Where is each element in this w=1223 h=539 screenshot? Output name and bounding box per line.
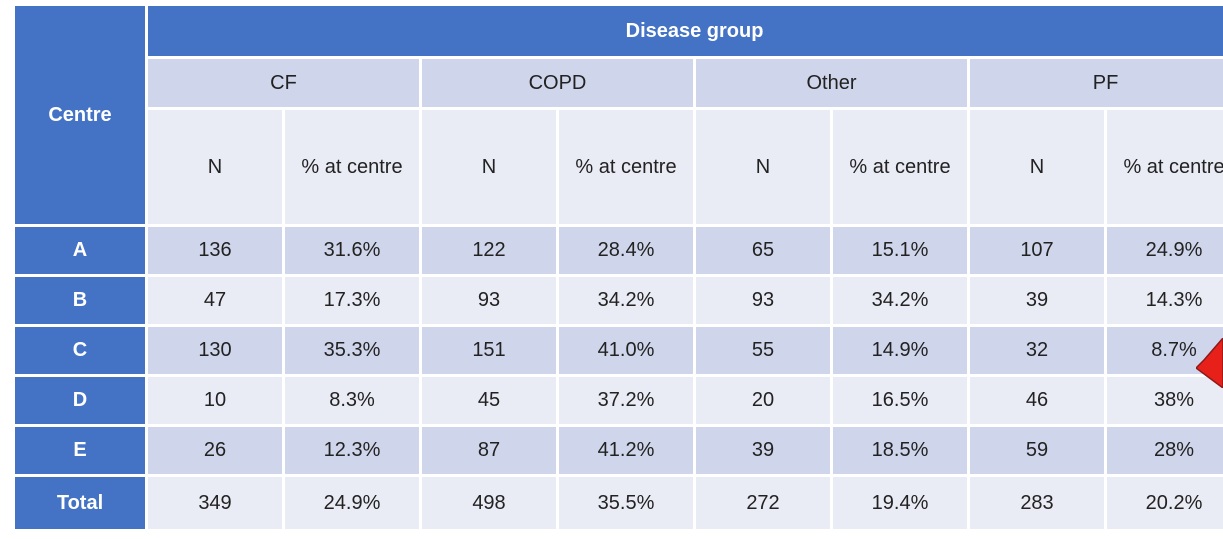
cell: 26 <box>148 427 282 474</box>
table-body: A 136 31.6% 122 28.4% 65 15.1% 107 24.9% B 47 17.3%… <box>15 227 1223 529</box>
row-label: Total <box>15 477 145 529</box>
cell: 18.5% <box>833 427 967 474</box>
table-row: Total 349 24.9% 498 35.5% 272 19.4% 283 20.2% <box>15 477 1223 529</box>
cell: 32 <box>970 327 1104 374</box>
cell: 14.3% <box>1107 277 1223 324</box>
row-label: C <box>15 327 145 374</box>
cell: 24.9% <box>285 477 419 529</box>
table: Centre Disease group CF COPD Other PF N% at… <box>12 3 1223 532</box>
table-row: A 136 31.6% 122 28.4% 65 15.1% 107 24.9% <box>15 227 1223 274</box>
red-arrow <box>1196 338 1223 388</box>
cell: 122 <box>422 227 556 274</box>
cell: 136 <box>148 227 282 274</box>
column-group: COPD <box>422 59 693 107</box>
cell: 20 <box>696 377 830 424</box>
table-head: Centre Disease group CF COPD Other PF N% at… <box>15 6 1223 224</box>
sub-header: N <box>148 110 282 224</box>
cell: 272 <box>696 477 830 529</box>
cell: 45 <box>422 377 556 424</box>
cell: 24.9% <box>1107 227 1223 274</box>
cell: 17.3% <box>285 277 419 324</box>
row-label: B <box>15 277 145 324</box>
cell: 39 <box>696 427 830 474</box>
cell: 59 <box>970 427 1104 474</box>
sub-header: % at centre <box>1107 110 1223 224</box>
cell: 65 <box>696 227 830 274</box>
cell: 37.2% <box>559 377 693 424</box>
cell: 28% <box>1107 427 1223 474</box>
cell: 39 <box>970 277 1104 324</box>
table-row: E 26 12.3% 87 41.2% 39 18.5% 59 28% <box>15 427 1223 474</box>
cell: 35.5% <box>559 477 693 529</box>
group-header: Disease group <box>148 6 1223 56</box>
cell: 31.6% <box>285 227 419 274</box>
sub-header: N <box>696 110 830 224</box>
sub-header: % at centre <box>285 110 419 224</box>
cell: 35.3% <box>285 327 419 374</box>
cell: 8.7% <box>1107 327 1223 374</box>
table-row: D 10 8.3% 45 37.2% 20 16.5% 46 38% <box>15 377 1223 424</box>
cell: 283 <box>970 477 1104 529</box>
sub-header: % at centre <box>833 110 967 224</box>
row-label: D <box>15 377 145 424</box>
cell: 16.5% <box>833 377 967 424</box>
sub-header: N <box>970 110 1104 224</box>
cell: 107 <box>970 227 1104 274</box>
column-group: CF <box>148 59 419 107</box>
cell: 46 <box>970 377 1104 424</box>
sub-header: N <box>422 110 556 224</box>
column-group: PF <box>970 59 1223 107</box>
cell: 87 <box>422 427 556 474</box>
cell: 12.3% <box>285 427 419 474</box>
cell: 38% <box>1107 377 1223 424</box>
table-wrap: Centre Disease group CF COPD Other PF N% at… <box>15 6 1223 529</box>
cell: 55 <box>696 327 830 374</box>
column-group: Other <box>696 59 967 107</box>
cell: 34.2% <box>833 277 967 324</box>
sub-header: % at centre <box>559 110 693 224</box>
cell: 20.2% <box>1107 477 1223 529</box>
sub-row: N% at centre N% at centre N% at centre N% a… <box>15 110 1223 224</box>
cell: 93 <box>696 277 830 324</box>
cell: 19.4% <box>833 477 967 529</box>
cell: 28.4% <box>559 227 693 274</box>
cell: 349 <box>148 477 282 529</box>
cell: 41.0% <box>559 327 693 374</box>
corner-header: Centre <box>15 6 145 224</box>
cell: 130 <box>148 327 282 374</box>
table-row: B 47 17.3% 93 34.2% 93 34.2% 39 14.3% <box>15 277 1223 324</box>
cell: 41.2% <box>559 427 693 474</box>
arrow-shape <box>1196 338 1223 388</box>
cell: 10 <box>148 377 282 424</box>
cell: 47 <box>148 277 282 324</box>
row-label: A <box>15 227 145 274</box>
cell: 15.1% <box>833 227 967 274</box>
table-row: C 130 35.3% 151 41.0% 55 14.9% 32 8.7% <box>15 327 1223 374</box>
cell: 93 <box>422 277 556 324</box>
group-row: CF COPD Other PF <box>15 59 1223 107</box>
cell: 498 <box>422 477 556 529</box>
row-label: E <box>15 427 145 474</box>
cell: 34.2% <box>559 277 693 324</box>
cell: 151 <box>422 327 556 374</box>
cell: 14.9% <box>833 327 967 374</box>
cell: 8.3% <box>285 377 419 424</box>
